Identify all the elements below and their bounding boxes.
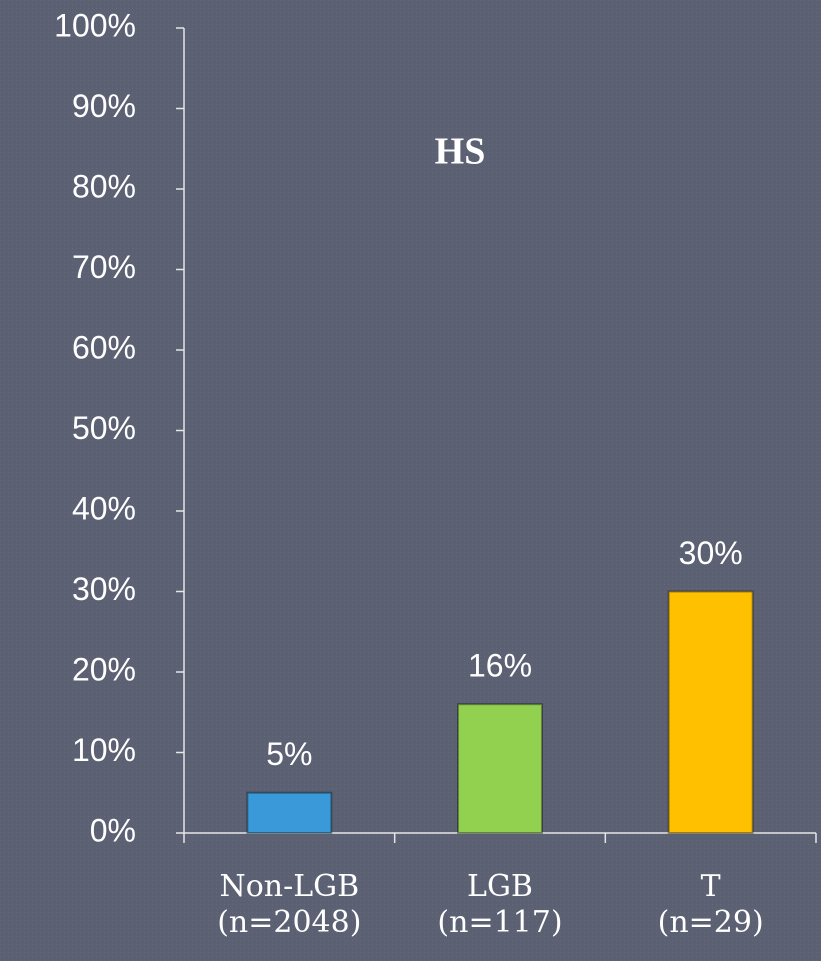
value-label: 16%	[468, 648, 532, 684]
y-tick-label: 90%	[72, 88, 136, 124]
y-tick-label: 20%	[72, 651, 136, 687]
bar	[457, 703, 543, 835]
y-tick-label: 40%	[72, 490, 136, 526]
x-tick-label: LGB (n=117)	[437, 869, 562, 940]
bar	[667, 590, 754, 834]
y-tick-label: 100%	[54, 7, 136, 43]
y-tick-label: 60%	[72, 329, 136, 365]
y-tick-label: 50%	[72, 410, 136, 446]
value-label: 5%	[266, 736, 312, 772]
y-tick-label: 70%	[72, 249, 136, 285]
y-tick-label: 0%	[90, 812, 136, 848]
bar	[246, 791, 333, 834]
value-label: 30%	[679, 535, 743, 571]
y-tick-label: 30%	[72, 571, 136, 607]
x-tick-label: T (n=29)	[658, 869, 764, 940]
x-tick-label: Non-LGB (n=2048)	[217, 869, 361, 940]
chart-title: HS	[435, 131, 486, 173]
y-tick-label: 80%	[72, 168, 136, 204]
y-tick-label: 10%	[72, 732, 136, 768]
